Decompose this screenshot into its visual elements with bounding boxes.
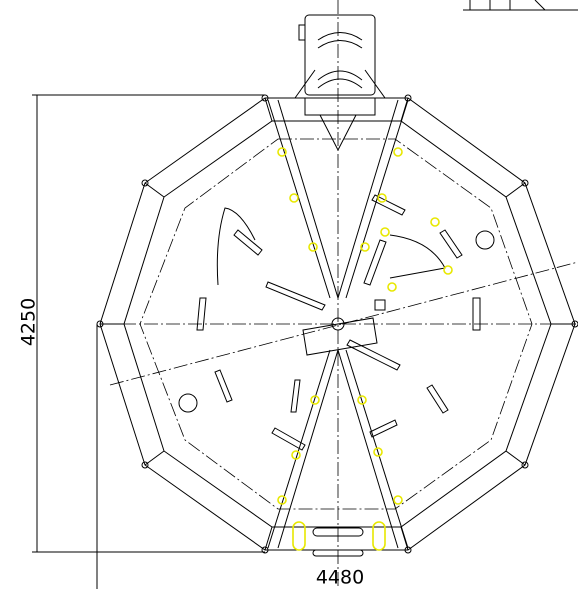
dimension-lines [32,95,265,589]
title-block-fragment [463,0,578,10]
drive-unit [295,15,385,150]
cad-drawing: 4250 4480 [0,0,578,589]
width-dimension: 4480 [316,567,364,589]
frame-arms [179,100,494,556]
height-dimension: 4250 [18,298,40,346]
